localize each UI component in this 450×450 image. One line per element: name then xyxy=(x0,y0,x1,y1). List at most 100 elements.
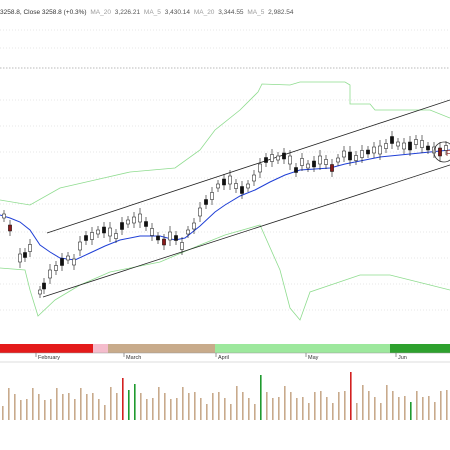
volume-bar xyxy=(50,399,52,420)
candle-body xyxy=(312,160,316,168)
candle xyxy=(384,139,388,153)
volume-bar xyxy=(170,399,172,420)
volume-bar xyxy=(356,403,358,420)
volume-bar xyxy=(362,385,364,420)
candle-body xyxy=(216,183,220,189)
candle xyxy=(360,145,364,163)
candle-body xyxy=(126,219,130,225)
volume-bar xyxy=(44,400,46,420)
candle xyxy=(324,155,328,169)
month-label: Jun xyxy=(398,355,407,361)
volume-bar xyxy=(248,398,250,420)
candle xyxy=(312,156,316,172)
candle xyxy=(78,236,82,256)
candle xyxy=(348,146,352,166)
candle xyxy=(216,180,220,192)
volume-bar xyxy=(98,399,100,420)
candle xyxy=(174,231,178,245)
candle-body xyxy=(162,238,166,246)
candle xyxy=(342,146,346,162)
volume-bar xyxy=(284,386,286,420)
candle xyxy=(306,160,310,172)
candle xyxy=(318,150,322,170)
channel-upper-line xyxy=(46,99,450,234)
annotation-marker: F xyxy=(446,149,450,158)
candle-body xyxy=(252,174,256,182)
regime-bar xyxy=(0,344,450,353)
candle xyxy=(228,170,232,190)
candle-body xyxy=(144,221,148,227)
candle xyxy=(96,226,100,238)
candle-body xyxy=(168,231,172,241)
candle xyxy=(222,174,226,190)
candle-body xyxy=(276,155,280,161)
candle-body xyxy=(342,150,346,158)
volume-bar xyxy=(140,393,142,420)
candle xyxy=(234,179,238,193)
volume-bar xyxy=(302,397,304,420)
candle xyxy=(378,140,382,160)
volume-bar xyxy=(404,396,406,420)
candle-body xyxy=(210,192,214,200)
volume-bar xyxy=(290,392,292,420)
candle xyxy=(120,217,124,235)
volume-bar xyxy=(230,404,232,420)
volume-bar xyxy=(260,375,262,420)
candle xyxy=(42,278,46,294)
lower-envelope xyxy=(0,224,450,321)
volume-bar xyxy=(380,403,382,420)
candle-body xyxy=(354,155,358,161)
candle xyxy=(38,286,42,298)
candle-body xyxy=(96,229,100,235)
candle-body xyxy=(102,226,106,234)
volume-bar xyxy=(320,391,322,420)
candle xyxy=(330,159,334,177)
volume-bar xyxy=(2,406,4,420)
chart-grid xyxy=(0,29,450,311)
candle-body xyxy=(264,157,268,163)
candle xyxy=(240,181,244,199)
month-label: March xyxy=(126,355,141,361)
month-label: May xyxy=(308,355,319,361)
candle xyxy=(18,248,22,268)
candle-body xyxy=(48,269,52,279)
candle-body xyxy=(150,228,154,236)
volume-bar xyxy=(116,393,118,420)
candle xyxy=(90,227,94,245)
candle xyxy=(168,226,172,246)
candle xyxy=(192,218,196,234)
candle xyxy=(270,149,274,167)
volume-bar xyxy=(20,400,22,420)
candle xyxy=(198,202,202,222)
ma-line xyxy=(0,149,450,261)
candle xyxy=(186,226,190,238)
indicator-label: MA_5 xyxy=(247,9,265,16)
candle-body xyxy=(198,207,202,217)
volume-bar xyxy=(368,391,370,420)
volume-bar xyxy=(104,405,106,420)
channel-lower-line xyxy=(42,164,450,298)
volume-bar xyxy=(152,398,154,420)
volume-bar xyxy=(386,385,388,420)
candle-body xyxy=(84,235,88,241)
volume-bar xyxy=(440,391,442,420)
regime-segment xyxy=(93,344,108,353)
indicator-value: 3,430.14 xyxy=(164,9,191,16)
regime-segment xyxy=(390,344,450,353)
candle xyxy=(144,217,148,231)
candle-body xyxy=(372,146,376,154)
candle-body xyxy=(204,199,208,205)
volume-bar xyxy=(422,397,424,420)
indicator-value: 3,344.55 xyxy=(218,9,244,16)
indicator-label: MA_20 xyxy=(193,9,215,16)
candle-body xyxy=(222,178,226,186)
candle xyxy=(246,180,250,192)
volume-bar xyxy=(26,399,28,420)
candle-body xyxy=(282,152,286,160)
candle xyxy=(72,254,76,270)
candle xyxy=(204,195,208,209)
candle xyxy=(288,150,292,170)
volume-bar xyxy=(236,386,238,420)
month-label: April xyxy=(218,355,229,361)
